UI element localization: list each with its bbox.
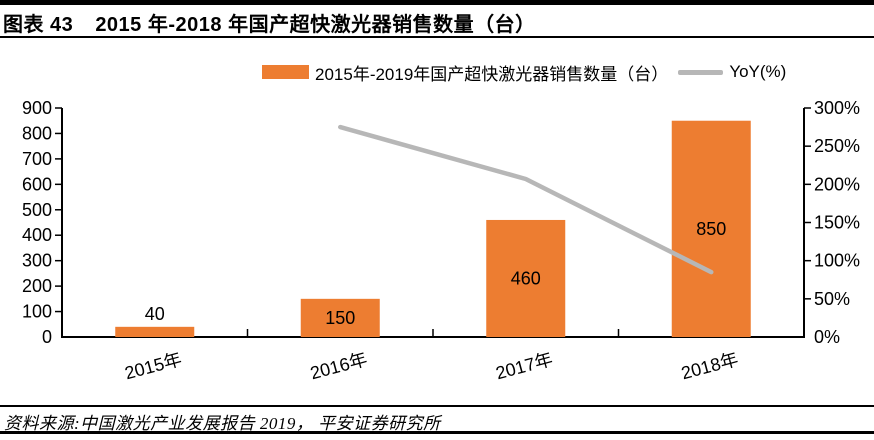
bar-value-label: 40 [145,304,165,324]
x-axis-label: 2015年 [123,349,184,383]
left-axis-tick-label: 600 [22,174,52,194]
bar-2018年 [671,120,751,337]
source-divider-top [0,405,874,407]
right-axis-tick-label: 50% [814,289,850,309]
legend-bar-swatch-icon [262,65,309,79]
chart-legend: 2015年-2019年国产超快激光器销售数量（台） YoY(%) [262,62,787,84]
left-axis-tick-label: 300 [22,251,52,271]
right-axis-tick-label: 300% [814,98,860,118]
x-axis-label: 2016年 [308,349,369,383]
right-axis-tick-label: 100% [814,251,860,271]
top-rule [0,0,874,5]
right-axis-tick-label: 0% [814,327,840,347]
bar-2015年 [115,326,195,337]
legend-line-label: YoY(%) [729,62,787,81]
bar-value-label: 150 [325,308,355,328]
legend-bar-label: 2015年-2019年国产超快激光器销售数量（台） [315,64,669,84]
page-title: 2015 年-2018 年国产超快激光器销售数量（台） [95,14,536,36]
figure-number: 图表 43 [3,14,74,36]
x-axis-label: 2017年 [494,349,555,383]
left-axis-tick-label: 800 [22,123,52,143]
bar-2017年 [486,219,566,337]
bar-value-label: 850 [696,219,726,239]
left-axis-tick-label: 0 [42,327,52,347]
figure-title: 图表 43 2015 年-2018 年国产超快激光器销售数量（台） [3,8,871,37]
x-axis-label: 2018年 [679,349,740,383]
source-note: 资料来源:中国激光产业发展报告 2019， 平安证券研究所 [4,414,441,433]
right-axis-tick-label: 150% [814,213,860,233]
bar-value-label: 460 [511,268,541,288]
left-axis-tick-label: 900 [22,98,52,118]
legend-line-swatch-icon [678,69,724,75]
left-axis-tick-label: 400 [22,225,52,245]
left-axis-tick-label: 700 [22,149,52,169]
bar-2016年 [300,298,380,337]
source-divider-bottom [0,431,874,434]
title-rule [0,36,874,38]
right-axis-tick-label: 200% [814,174,860,194]
yoy-line [338,124,714,275]
left-axis-tick-label: 100 [22,302,52,322]
left-axis-tick-label: 500 [22,200,52,220]
right-axis-tick-label: 250% [814,136,860,156]
left-axis-tick-label: 200 [22,276,52,296]
